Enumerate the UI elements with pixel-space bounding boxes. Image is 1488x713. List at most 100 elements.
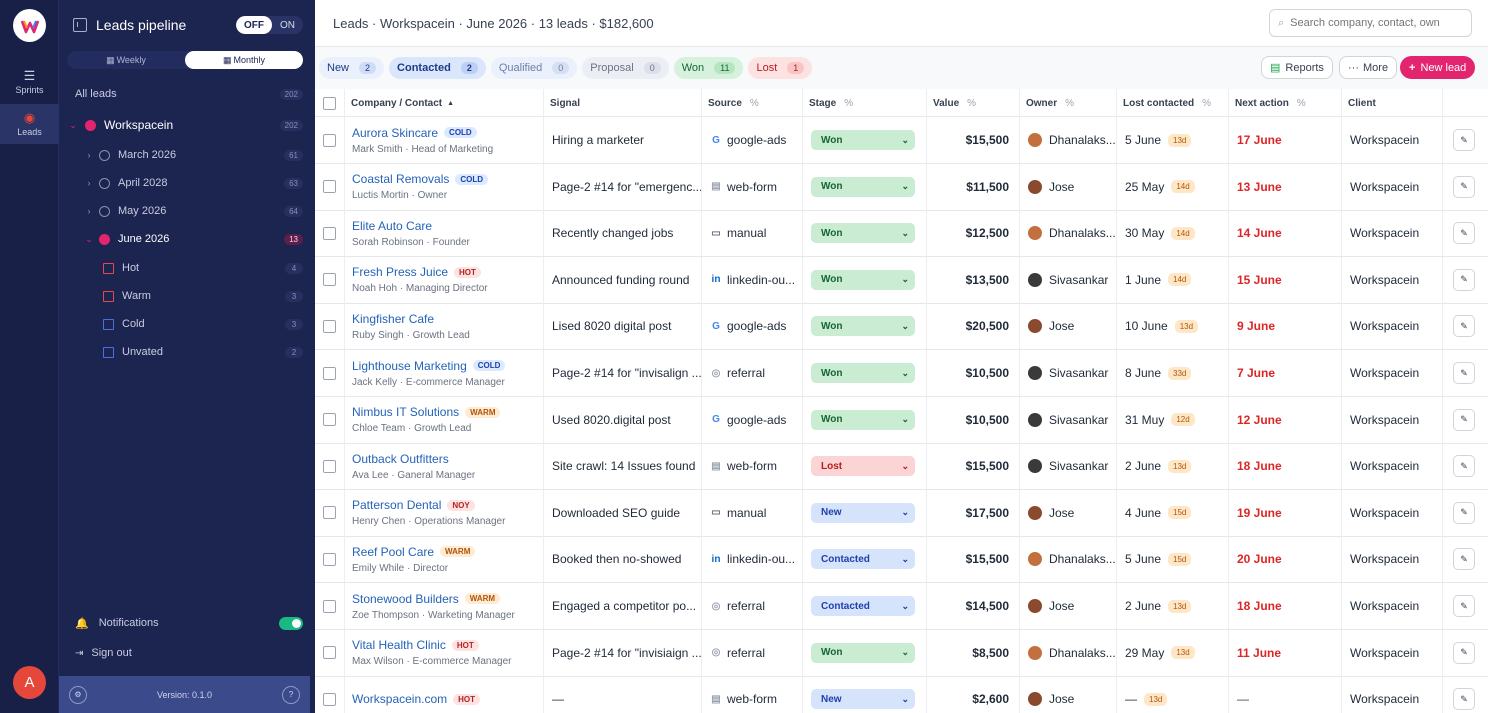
company-link[interactable]: Nimbus IT Solutions	[352, 405, 460, 420]
stage-select[interactable]: Lost ⌄	[811, 456, 915, 477]
header-stage[interactable]: Stage%	[803, 89, 927, 117]
app-logo[interactable]	[13, 9, 46, 42]
company-link[interactable]: Patterson Dental	[352, 498, 442, 513]
row-checkbox[interactable]	[323, 180, 336, 194]
edit-icon[interactable]: ✎	[1453, 501, 1475, 524]
header-client[interactable]: Client	[1342, 89, 1443, 117]
edit-icon[interactable]: ✎	[1453, 455, 1475, 478]
stage-select[interactable]: Won ⌄	[811, 130, 915, 150]
stage-select[interactable]: Contacted ⌄	[811, 596, 915, 616]
search-input[interactable]	[1290, 17, 1451, 29]
toggle-off[interactable]: OFF	[236, 16, 272, 34]
company-link[interactable]: Coastal Removals	[352, 172, 450, 187]
table-row[interactable]: Reef Pool Care WARM Emily While · Director…	[315, 536, 1488, 584]
rail-item-leads[interactable]: ◉ Leads	[0, 104, 59, 144]
chevron-right-icon[interactable]: ›	[87, 206, 91, 216]
rail-item-sprints[interactable]: ☰ Sprints	[15, 68, 44, 95]
stage-select[interactable]: New ⌄	[811, 689, 915, 710]
table-row[interactable]: Kingfisher Cafe Ruby Singh · Growth Lead L…	[315, 303, 1488, 351]
stage-select[interactable]: New ⌄	[811, 502, 915, 523]
tab-weekly[interactable]: ▦ Weekly	[106, 54, 146, 66]
chevron-right-icon[interactable]: ›	[87, 178, 91, 188]
company-link[interactable]: Vital Health Clinic	[352, 638, 446, 653]
reports-button[interactable]: ▤ Reports	[1261, 56, 1333, 79]
row-checkbox[interactable]	[323, 506, 336, 520]
row-checkbox[interactable]	[323, 133, 336, 147]
toggle-on[interactable]: ON	[280, 19, 295, 31]
tree-segment-cold[interactable]: Cold 3	[67, 311, 303, 337]
stage-select[interactable]: Won ⌄	[811, 642, 915, 663]
tree-segment-unvated[interactable]: Unvated 2	[67, 339, 303, 365]
chevron-right-icon[interactable]: ›	[87, 150, 91, 160]
row-checkbox[interactable]	[323, 692, 336, 706]
company-link[interactable]: Elite Auto Care	[352, 218, 433, 233]
table-row[interactable]: Outback Outfitters Ava Lee · Ganeral Mana…	[315, 443, 1488, 491]
more-button[interactable]: ··· More	[1339, 56, 1398, 79]
edit-icon[interactable]: ✎	[1453, 641, 1475, 664]
edit-icon[interactable]: ✎	[1453, 129, 1475, 151]
row-checkbox[interactable]	[323, 366, 336, 380]
edit-icon[interactable]: ✎	[1453, 315, 1475, 338]
edit-icon[interactable]: ✎	[1453, 222, 1475, 245]
row-checkbox[interactable]	[323, 552, 336, 566]
filter-qualified[interactable]: Qualified 0	[490, 57, 578, 79]
tab-monthly[interactable]: ▦ Monthly	[185, 51, 303, 69]
company-link[interactable]: Lighthouse Marketing	[352, 358, 467, 373]
tree-month-3[interactable]: ⌄ June 2026 13	[67, 226, 303, 252]
company-link[interactable]: Fresh Press Juice	[352, 265, 449, 280]
stage-select[interactable]: Won ⌄	[811, 316, 915, 337]
select-all-checkbox[interactable]	[323, 96, 336, 110]
tree-all-leads[interactable]: All leads 202	[67, 81, 303, 107]
table-row[interactable]: Workspacein.com HOT — ▤ web-form New ⌄ $2,600 Jo…	[315, 676, 1488, 713]
company-link[interactable]: Reef Pool Care	[352, 544, 435, 559]
header-signal[interactable]: Signal	[544, 89, 702, 117]
filter-won[interactable]: Won 11	[673, 57, 744, 79]
row-checkbox[interactable]	[323, 273, 336, 287]
header-company[interactable]: Company / Contact ▲	[345, 89, 544, 117]
new-lead-button[interactable]: + New lead	[1400, 56, 1476, 79]
edit-icon[interactable]: ✎	[1453, 595, 1475, 617]
filter-lost[interactable]: Lost 1	[748, 57, 813, 79]
filter-proposal[interactable]: Proposal 0	[582, 57, 669, 79]
table-row[interactable]: Nimbus IT Solutions WARM Chloe Team · Grow…	[315, 396, 1488, 444]
user-avatar[interactable]: A	[13, 666, 46, 699]
stage-select[interactable]: Contacted ⌄	[811, 549, 915, 570]
table-row[interactable]: Stonewood Builders WARM Zoe Thompson · War…	[315, 583, 1488, 630]
settings-icon[interactable]: ⚙	[69, 685, 87, 704]
pipeline-toggle[interactable]: OFF ON	[236, 16, 303, 34]
header-owner[interactable]: Owner%	[1020, 89, 1117, 117]
tree-month-2[interactable]: › May 2026 64	[67, 198, 303, 224]
edit-icon[interactable]: ✎	[1453, 175, 1475, 198]
table-row[interactable]: Patterson Dental NOY Henry Chen · Operatio…	[315, 489, 1488, 537]
table-row[interactable]: Vital Health Clinic HOT Max Wilson · E-com…	[315, 629, 1488, 677]
tree-month-0[interactable]: › March 2026 61	[67, 142, 303, 168]
stage-select[interactable]: Won ⌄	[811, 269, 915, 290]
row-checkbox[interactable]	[323, 413, 336, 427]
row-checkbox[interactable]	[323, 646, 336, 660]
company-link[interactable]: Workspacein.com	[352, 692, 448, 707]
company-link[interactable]: Aurora Skincare	[352, 125, 439, 140]
stage-select[interactable]: Won ⌄	[811, 363, 915, 383]
edit-icon[interactable]: ✎	[1453, 688, 1475, 711]
tree-workspace[interactable]: ⌄ Workspacein 202	[67, 112, 303, 138]
edit-icon[interactable]: ✎	[1453, 268, 1475, 291]
company-link[interactable]: Kingfisher Cafe	[352, 311, 435, 326]
edit-icon[interactable]: ✎	[1453, 362, 1475, 384]
stage-select[interactable]: Won ⌄	[811, 409, 915, 430]
header-value[interactable]: Value%	[927, 89, 1020, 117]
filter-contacted[interactable]: Contacted 2	[389, 57, 486, 79]
notifications-row[interactable]: 🔔 Notifications	[67, 611, 303, 635]
stage-select[interactable]: Won ⌄	[811, 223, 915, 244]
header-source[interactable]: Source%	[702, 89, 803, 117]
chevron-down-icon[interactable]: ⌄	[69, 119, 77, 130]
company-link[interactable]: Outback Outfitters	[352, 451, 449, 466]
stage-select[interactable]: Won ⌄	[811, 176, 915, 197]
search-box[interactable]: ⌕	[1269, 9, 1472, 37]
help-icon[interactable]: ?	[282, 685, 300, 704]
tree-segment-hot[interactable]: Hot 4	[67, 255, 303, 281]
notifications-switch[interactable]	[279, 616, 303, 630]
row-checkbox[interactable]	[323, 599, 336, 613]
tree-month-1[interactable]: › April 2028 63	[67, 170, 303, 196]
company-link[interactable]: Stonewood Builders	[352, 591, 459, 606]
sign-out-row[interactable]: ⇥ Sign out	[75, 647, 132, 659]
